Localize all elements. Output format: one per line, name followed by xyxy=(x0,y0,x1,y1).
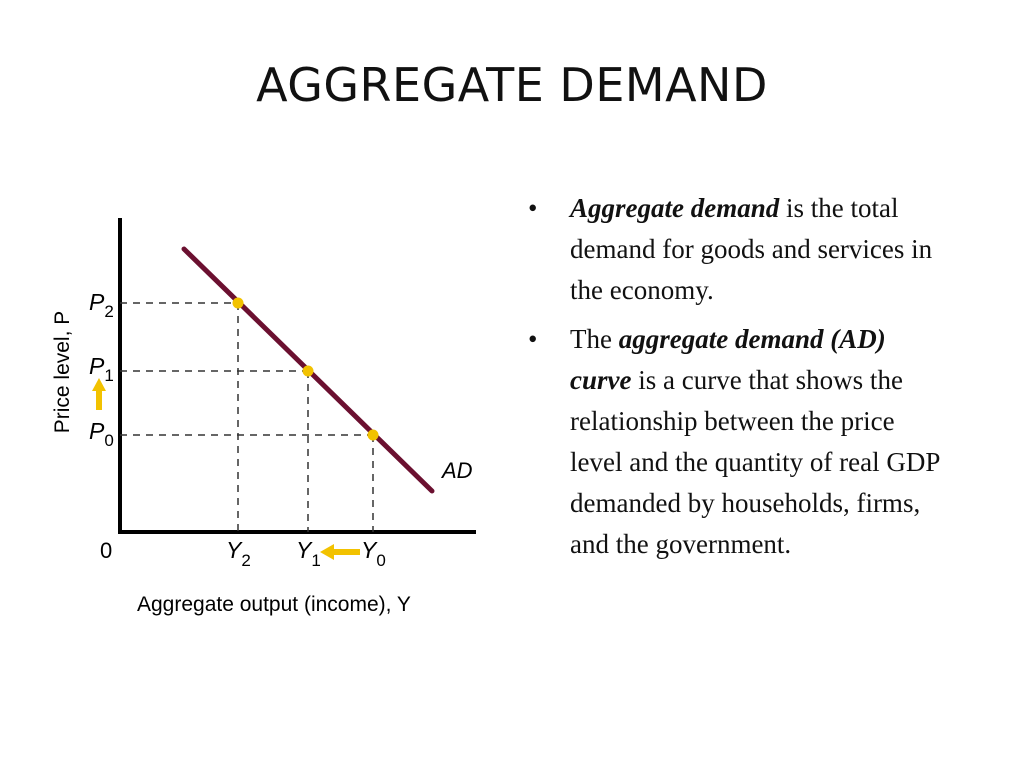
point-p1-y1 xyxy=(302,365,314,377)
point-p2-y2 xyxy=(232,297,244,309)
bullet-dot: • xyxy=(528,193,538,223)
bullet-item-aggregate-demand: • Aggregate demand is the total demand f… xyxy=(528,188,948,311)
curve-label-ad: AD xyxy=(440,458,473,483)
x-axis-label: Aggregate output (income), Y xyxy=(137,593,411,616)
price-label-p2: P2 xyxy=(89,289,114,321)
definition-text: is the total demand for goods and servic… xyxy=(570,193,933,305)
y-axis-label: Price level, P xyxy=(51,311,74,434)
definition-text: is a curve that shows the relationship b… xyxy=(570,365,940,559)
output-label-y1: Y1 xyxy=(296,537,321,570)
bullet-item-ad-curve: • The aggregate demand (AD) curve is a c… xyxy=(528,319,948,565)
output-label-y0: Y0 xyxy=(361,537,386,570)
output-label-y2: Y2 xyxy=(226,537,251,570)
bullet-prefix: The xyxy=(570,324,619,354)
aggregate-demand-diagram: Price level, P P2 P1 P0 0 Y2 Y1 Y0 AD Ag… xyxy=(51,218,476,616)
slide-title: AGGREGATE DEMAND xyxy=(256,58,768,112)
bullet-list: • Aggregate demand is the total demand f… xyxy=(528,188,948,573)
origin-label: 0 xyxy=(100,538,112,563)
term-ad-curve: aggregate demand (AD) curve xyxy=(570,324,886,395)
guide-lines xyxy=(120,302,374,532)
price-label-p1: P1 xyxy=(89,353,114,385)
term-aggregate-demand: Aggregate demand xyxy=(570,193,780,223)
output-decrease-arrow xyxy=(320,544,360,560)
price-label-p0: P0 xyxy=(89,418,114,450)
bullet-dot: • xyxy=(528,324,538,354)
point-p0-y0 xyxy=(367,429,379,441)
price-increase-arrow xyxy=(92,378,106,410)
